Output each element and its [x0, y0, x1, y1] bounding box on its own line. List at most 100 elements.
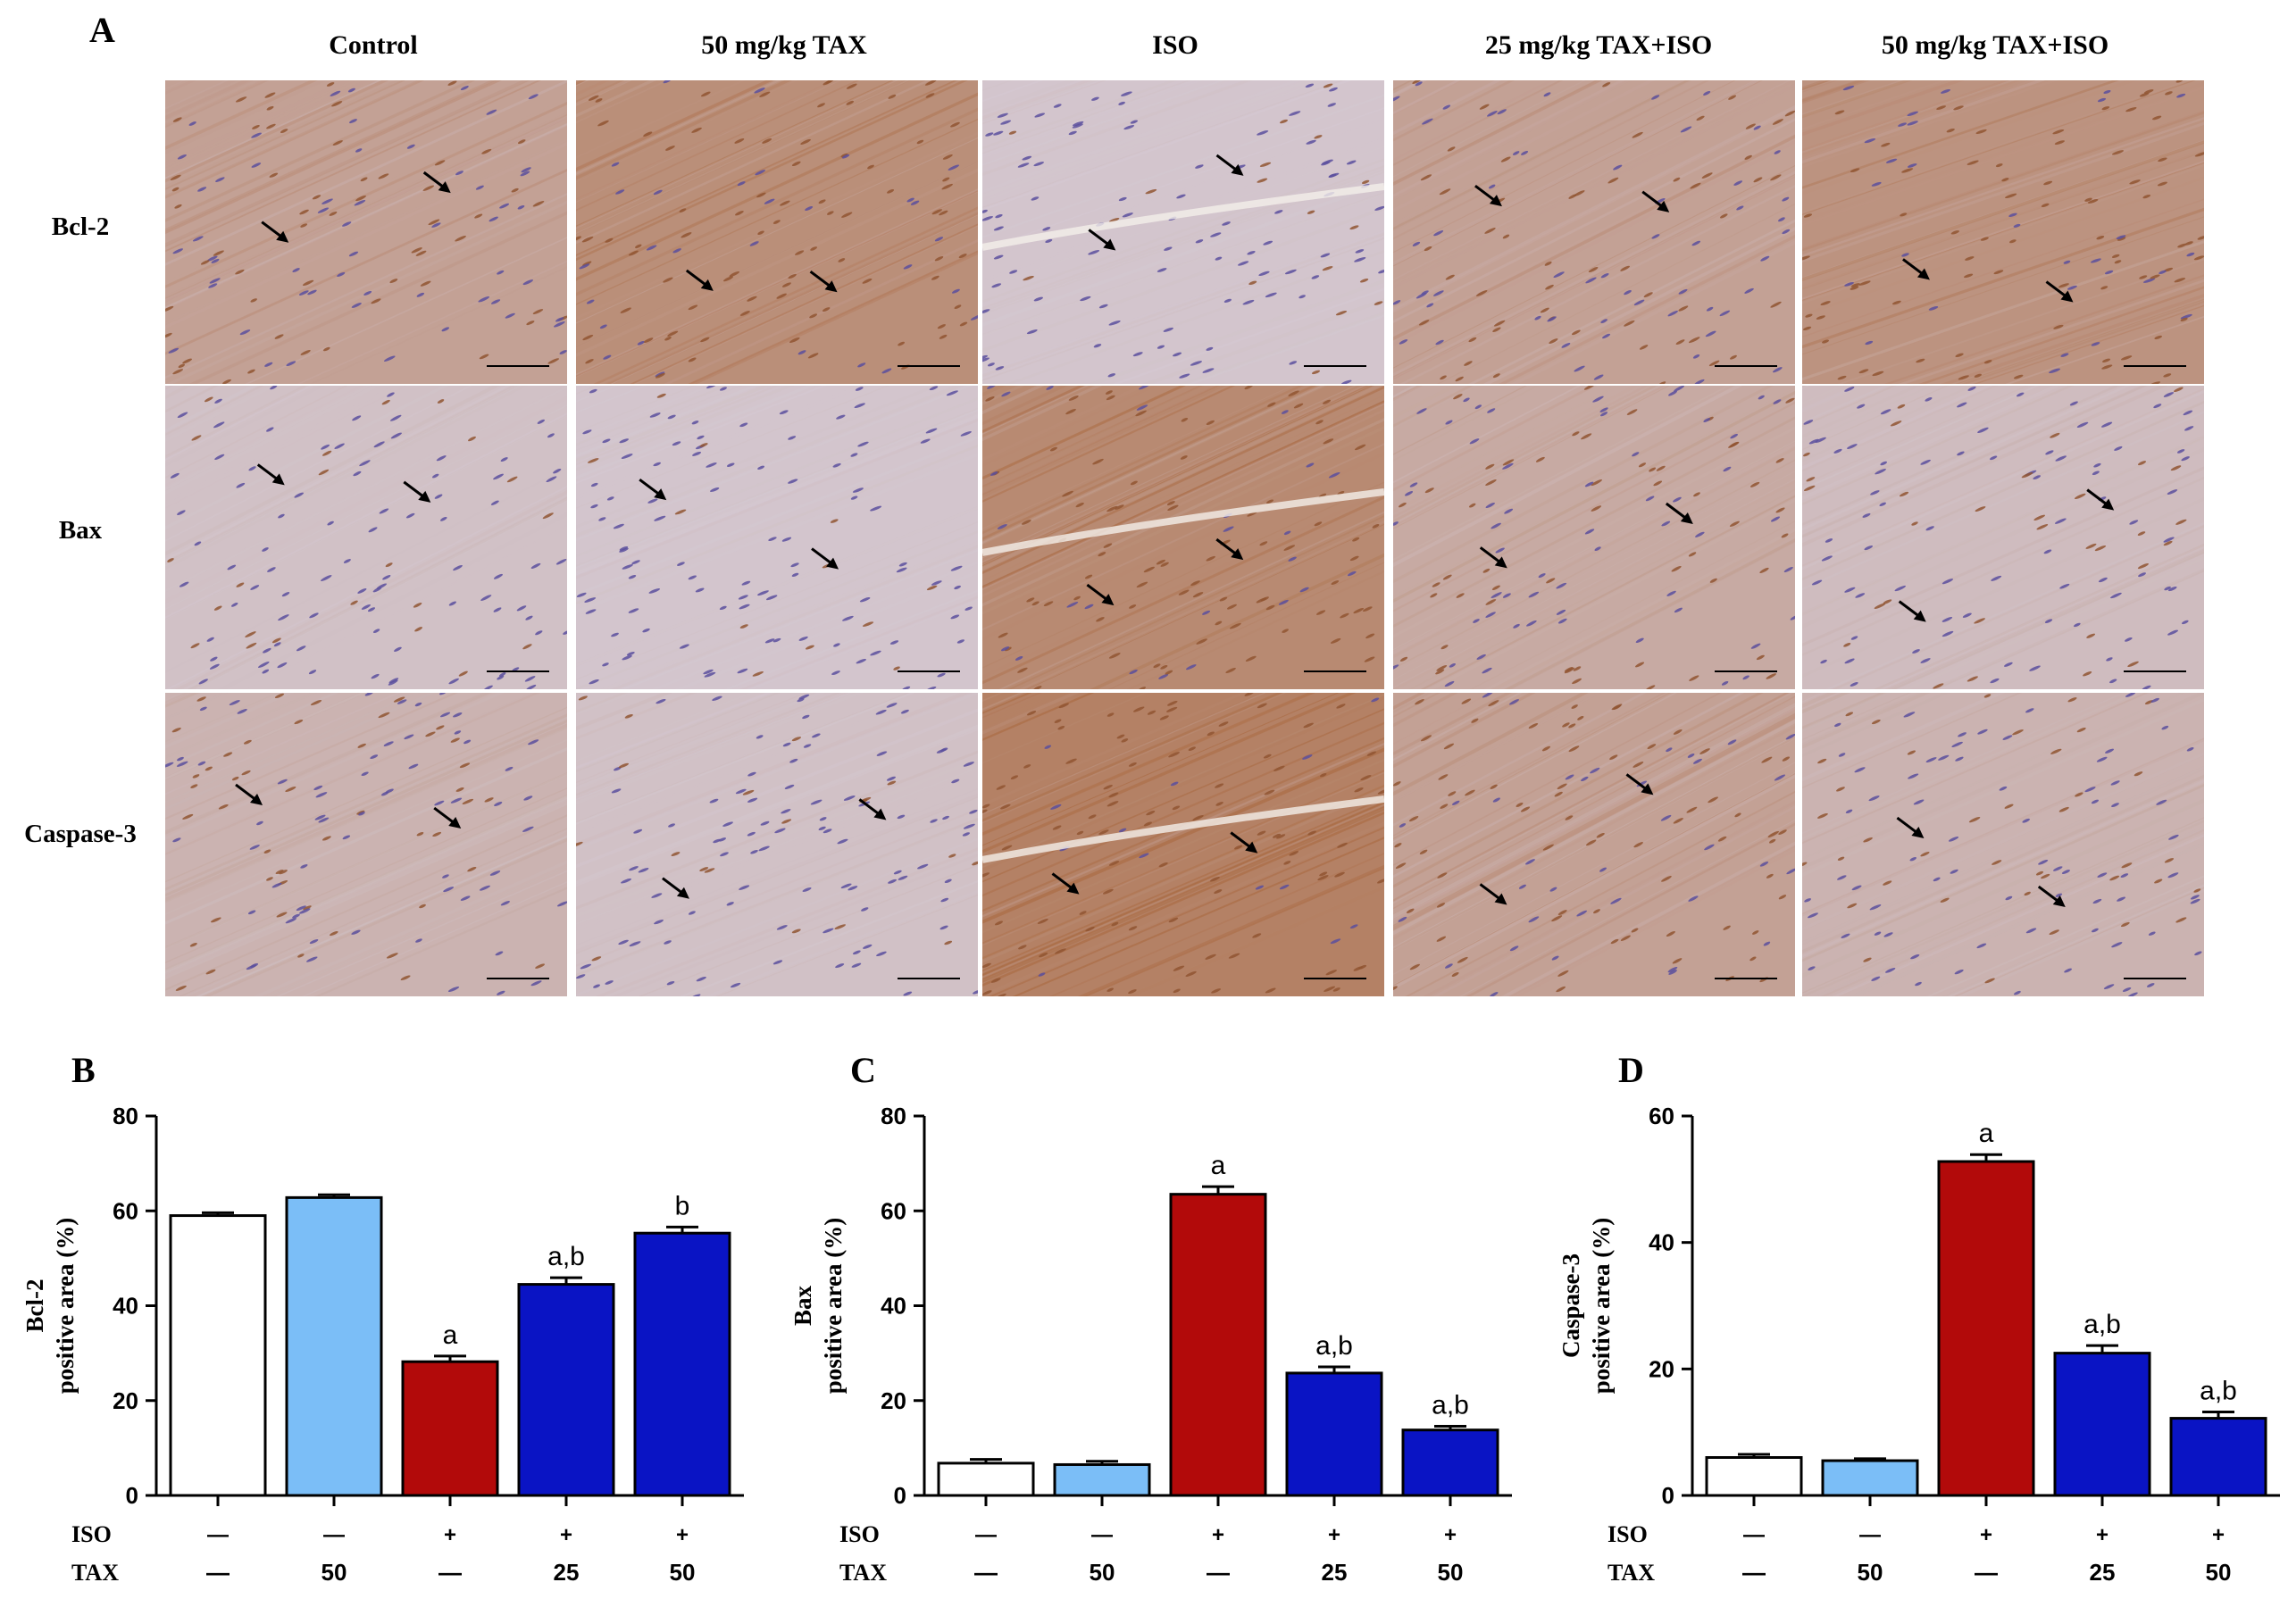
- bar-4: [1285, 1371, 1383, 1497]
- micrograph-1-0: [165, 386, 567, 689]
- micrograph-0-3: [1393, 80, 1795, 384]
- bar-5: [2169, 1417, 2267, 1497]
- y-axis-label-line2: positive area (%): [1588, 1218, 1615, 1394]
- bar-3: [401, 1360, 499, 1497]
- y-tick-label: 0: [126, 1482, 138, 1509]
- y-axis-label-line1: Bax: [789, 1285, 816, 1326]
- iso-value-5: +: [1444, 1523, 1457, 1547]
- tax-row-label: TAX: [839, 1560, 887, 1586]
- y-tick-label: 80: [113, 1103, 138, 1129]
- column-header-25-tax-iso: 25 mg/kg TAX+ISO: [1484, 30, 1713, 60]
- tax-value-4: 25: [1322, 1559, 1348, 1586]
- micrograph-1-3: [1393, 386, 1795, 689]
- tax-value-3: —: [1975, 1559, 1998, 1586]
- significance-label-4: a,b: [2083, 1310, 2121, 1339]
- micrograph-2-3: [1393, 693, 1795, 996]
- bar-1: [1705, 1456, 1803, 1497]
- bar-3: [1937, 1160, 2035, 1497]
- tax-value-5: 50: [670, 1559, 696, 1586]
- tax-value-5: 50: [1438, 1559, 1464, 1586]
- tax-value-5: 50: [2206, 1559, 2232, 1586]
- panel-b-letter: B: [71, 1050, 96, 1090]
- bar-2: [1053, 1462, 1151, 1497]
- chart-d-caspase3: D 0 20 40 60 Caspase-3 positive area (%) a a,b a…: [1536, 1050, 2286, 1612]
- micrograph-2-2: [982, 693, 1384, 996]
- panel-a-letter: A: [89, 10, 115, 50]
- chart-c-bax: C 0 20 40 60 80 Bax positive area (%) a a,b a,b IS…: [768, 1050, 1518, 1612]
- y-tick-label: 60: [881, 1197, 906, 1224]
- tax-value-1: —: [1742, 1559, 1766, 1586]
- tax-row-label: TAX: [1607, 1560, 1655, 1586]
- bar-5: [1401, 1428, 1499, 1497]
- significance-label-3: a: [1979, 1119, 1994, 1148]
- y-tick-label: 80: [881, 1103, 906, 1129]
- bar-5: [633, 1231, 731, 1497]
- micrograph-2-1: [576, 693, 978, 996]
- y-axis-label-line2: positive area (%): [820, 1218, 847, 1394]
- iso-value-3: +: [1212, 1523, 1224, 1547]
- iso-value-4: +: [1328, 1523, 1340, 1547]
- row-header-bax: Bax: [58, 516, 103, 545]
- significance-label-3: a: [443, 1320, 458, 1350]
- significance-label-5: b: [675, 1191, 690, 1220]
- significance-label-5: a,b: [2200, 1377, 2237, 1406]
- micrograph-0-4: [1802, 80, 2204, 384]
- y-tick-label: 0: [894, 1482, 906, 1509]
- bar-2: [285, 1195, 383, 1497]
- tax-value-2: 50: [1858, 1559, 1883, 1586]
- panel-d-letter: D: [1618, 1050, 1644, 1090]
- y-tick-label: 20: [113, 1387, 138, 1414]
- iso-value-2: —: [323, 1523, 345, 1547]
- bar-4: [517, 1283, 615, 1497]
- tax-value-3: —: [438, 1559, 462, 1586]
- iso-value-4: +: [560, 1523, 572, 1547]
- micrograph-2-4: [1802, 693, 2204, 996]
- micrograph-1-2: [982, 386, 1384, 689]
- y-tick-label: 40: [881, 1293, 906, 1320]
- panel-c-letter: C: [850, 1050, 876, 1090]
- y-axis-label-line2: positive area (%): [52, 1218, 79, 1394]
- tax-value-1: —: [206, 1559, 230, 1586]
- micrograph-0-0: [165, 80, 567, 384]
- iso-row-label: ISO: [71, 1521, 112, 1547]
- tax-value-2: 50: [1090, 1559, 1115, 1586]
- iso-value-3: +: [444, 1523, 456, 1547]
- y-axis-label-line1: Bcl-2: [21, 1279, 48, 1333]
- iso-value-1: —: [975, 1523, 997, 1547]
- bar-1: [937, 1462, 1035, 1497]
- iso-row-label: ISO: [1607, 1521, 1648, 1547]
- column-header-50-tax-iso: 50 mg/kg TAX+ISO: [1881, 30, 2109, 60]
- row-header-bcl2: Bcl-2: [51, 212, 110, 241]
- y-tick-label: 20: [881, 1387, 906, 1414]
- micrograph-1-1: [576, 386, 978, 689]
- micrograph-0-1: [576, 80, 978, 384]
- y-tick-label: 40: [113, 1293, 138, 1320]
- iso-value-1: —: [207, 1523, 229, 1547]
- bar-4: [2053, 1352, 2151, 1497]
- chart-b-bcl2: B 0 20 40 60 80 Bcl-2 positive area (%) a a,b b IS…: [0, 1050, 750, 1612]
- row-header-caspase3: Caspase-3: [24, 820, 137, 848]
- chart-b-svg: 0 20 40 60 80 Bcl-2 positive area (%) a a,b b ISO T…: [21, 1103, 744, 1586]
- column-header-50-tax: 50 mg/kg TAX: [701, 30, 867, 60]
- significance-label-5: a,b: [1432, 1390, 1469, 1420]
- iso-value-4: +: [2096, 1523, 2108, 1547]
- y-tick-label: 60: [113, 1197, 138, 1224]
- y-tick-label: 40: [1649, 1229, 1674, 1256]
- significance-label-4: a,b: [1315, 1331, 1353, 1361]
- y-tick-label: 60: [1649, 1103, 1674, 1129]
- iso-value-5: +: [2212, 1523, 2225, 1547]
- micrograph-1-4: [1802, 386, 2204, 689]
- micrograph-2-0: [165, 693, 567, 996]
- y-axis-label-line1: Caspase-3: [1557, 1253, 1584, 1358]
- chart-c-svg: 0 20 40 60 80 Bax positive area (%) a a,b a,b ISO T…: [789, 1103, 1512, 1586]
- iso-row-label: ISO: [839, 1521, 880, 1547]
- column-header-iso: ISO: [1152, 30, 1198, 60]
- iso-value-2: —: [1091, 1523, 1113, 1547]
- bar-1: [169, 1214, 267, 1497]
- significance-label-3: a: [1211, 1151, 1226, 1180]
- column-header-control: Control: [329, 30, 418, 60]
- iso-value-2: —: [1859, 1523, 1881, 1547]
- iso-value-3: +: [1980, 1523, 1992, 1547]
- tax-row-label: TAX: [71, 1560, 119, 1586]
- y-tick-label: 0: [1662, 1482, 1674, 1509]
